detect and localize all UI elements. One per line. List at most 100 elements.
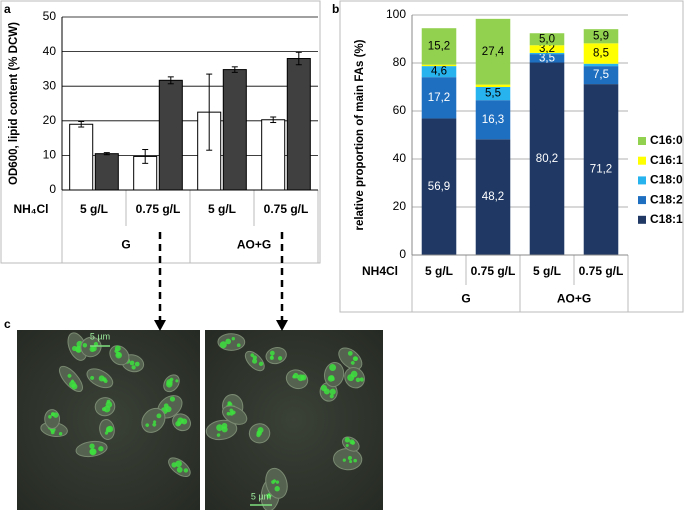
arrow-head <box>276 320 288 331</box>
scale-bar-label: 5 µm <box>90 331 110 341</box>
lipid-droplet <box>250 353 255 357</box>
micrographs <box>17 330 383 512</box>
lipid-droplet <box>71 383 78 390</box>
lipid-droplet <box>219 341 227 349</box>
error-bar <box>231 66 238 73</box>
cell <box>168 457 191 478</box>
cell <box>338 347 363 370</box>
panel-label: b <box>332 2 339 16</box>
lipid-droplet <box>131 365 136 370</box>
error-bar <box>270 116 277 124</box>
scale-bar-label: 5 µm <box>251 491 271 501</box>
data-label: 15,2 <box>428 40 450 52</box>
lipid-droplet <box>320 384 328 392</box>
bar <box>158 79 183 191</box>
cell <box>265 347 287 365</box>
lipid-droplet <box>329 394 334 399</box>
lipid-droplet <box>70 379 75 383</box>
lipid-droplet <box>300 374 307 381</box>
y-tick-label: 100 <box>386 7 406 21</box>
cell <box>341 436 360 452</box>
cell-body <box>344 367 365 389</box>
lipid-droplet <box>177 417 184 425</box>
lipid-droplet <box>342 458 346 462</box>
cell <box>109 345 130 366</box>
data-label: 71,2 <box>590 164 612 176</box>
cell <box>319 382 338 402</box>
y-tick-label: 50 <box>43 9 57 23</box>
lipid-droplet <box>176 466 183 473</box>
bar <box>69 123 94 191</box>
bar-segment <box>475 87 511 101</box>
cell <box>265 467 288 499</box>
lipid-droplet <box>89 443 95 449</box>
lipid-droplet <box>269 350 275 356</box>
data-label: 5,9 <box>593 30 609 42</box>
group-label: AO+G <box>557 292 591 306</box>
lipid-droplet <box>256 430 262 436</box>
data-label: 5,0 <box>539 33 555 45</box>
bar-segment <box>529 62 565 255</box>
lipid-droplet <box>156 413 162 419</box>
data-label: 3,2 <box>539 43 555 55</box>
panel-label: a <box>4 2 11 16</box>
group-label: G <box>461 292 470 306</box>
legend-label: C16:0 <box>650 133 683 147</box>
lipid-droplet <box>258 361 264 367</box>
cell <box>75 440 108 458</box>
lipid-droplet <box>152 422 157 427</box>
cell-body <box>285 369 309 390</box>
bar-segment <box>475 139 511 255</box>
error-bar <box>295 51 302 66</box>
bar-segment <box>475 84 511 87</box>
lipid-droplet <box>175 379 179 383</box>
lipid-droplet <box>353 356 359 362</box>
category-title: NH₄Cl <box>13 202 48 216</box>
data-label: 4,6 <box>431 66 447 78</box>
data-label: 80,2 <box>536 153 558 165</box>
y-tick-label: 60 <box>393 103 407 117</box>
cell <box>205 419 238 441</box>
bar-segment <box>421 66 457 78</box>
lipid-droplet <box>347 455 353 461</box>
y-tick-label: 10 <box>43 148 57 162</box>
lipid-droplet <box>329 364 337 372</box>
cell <box>163 374 180 393</box>
legend-label: C16:1 <box>650 153 683 167</box>
lipid-droplet <box>82 342 88 348</box>
error-bar <box>206 73 213 151</box>
cell <box>323 362 345 388</box>
cell <box>344 367 365 389</box>
lipid-droplet <box>226 411 231 416</box>
lipid-droplet <box>67 373 72 378</box>
legend-label: C18:0 <box>650 173 683 187</box>
y-tick-label: 0 <box>49 182 56 196</box>
lipid-droplet <box>98 375 105 382</box>
bar <box>94 153 119 191</box>
bar-segment <box>529 33 565 46</box>
lipid-droplet <box>106 426 112 432</box>
lipid-droplet <box>93 342 99 347</box>
cell <box>285 369 309 390</box>
lipid-droplet <box>114 349 119 354</box>
y-tick-label: 40 <box>393 151 407 165</box>
legend-swatch <box>638 215 646 224</box>
cell-body <box>222 405 248 425</box>
y-axis-title: relative proportion of main FAs (%) <box>354 39 366 230</box>
lipid-droplet <box>103 379 108 384</box>
lipid-droplet <box>216 424 224 432</box>
bar-segment <box>529 52 565 55</box>
x-tick-label: 0.75 g/L <box>471 264 516 278</box>
lipid-droplet <box>328 375 335 381</box>
lipid-droplet <box>275 480 280 484</box>
bar-segment <box>583 63 619 67</box>
data-label: 48,2 <box>482 191 504 203</box>
x-tick-label: 0.75 g/L <box>136 202 181 216</box>
lipid-droplet <box>229 411 234 416</box>
error-bar <box>142 149 149 164</box>
cell <box>244 350 265 372</box>
bar-segment <box>475 100 511 140</box>
y-tick-label: 80 <box>393 55 407 69</box>
bar-segment <box>583 84 619 256</box>
